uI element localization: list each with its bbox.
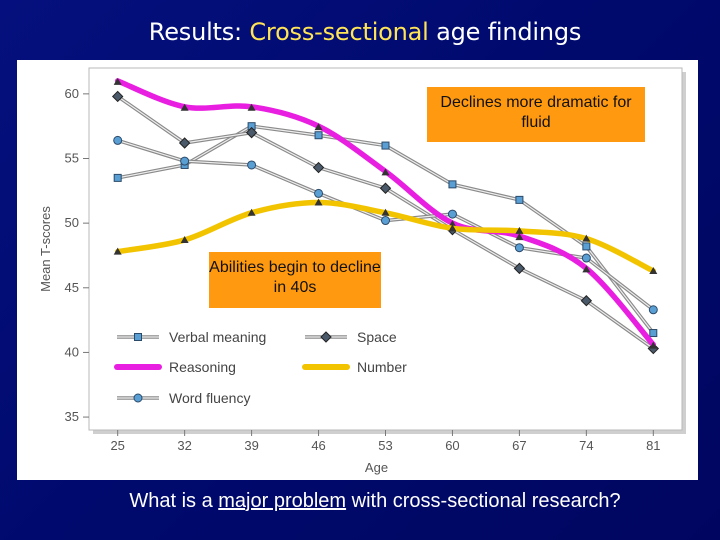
y-tick-label: 35 xyxy=(65,409,79,424)
chart-panel: 35 40 45 50 55 60 25 32 39 46 53 60 67 74 81 Age Mean T-… xyxy=(17,60,698,480)
data-point-reasoning xyxy=(582,265,591,273)
y-tick-label: 60 xyxy=(65,86,79,101)
data-point-word-fluency xyxy=(447,209,457,219)
data-point-verbal-meaning xyxy=(448,180,457,189)
data-point-number xyxy=(314,198,323,206)
y-tick-label: 45 xyxy=(65,280,79,295)
callout-fluid-decline: Declines more dramatic for fluid xyxy=(427,87,645,142)
data-point-word-fluency xyxy=(514,243,524,253)
x-tick-label: 60 xyxy=(445,438,459,453)
data-point-verbal-meaning xyxy=(515,195,524,204)
data-point-word-fluency xyxy=(180,156,190,166)
data-point-number xyxy=(448,224,457,232)
data-point-reasoning xyxy=(314,123,323,131)
x-tick-label: 74 xyxy=(579,438,593,453)
data-point-reasoning xyxy=(381,168,390,176)
data-point-verbal-meaning xyxy=(314,131,323,140)
slide-title: Results: Cross-sectional age findings xyxy=(0,18,720,46)
data-point-space xyxy=(312,161,325,174)
x-tick-label: 32 xyxy=(177,438,191,453)
data-point-number xyxy=(180,235,189,243)
title-prefix: Results: xyxy=(148,18,250,46)
data-point-number xyxy=(381,208,390,216)
question-prefix: What is a xyxy=(129,490,219,512)
data-point-space xyxy=(580,295,593,307)
data-point-reasoning xyxy=(515,233,524,241)
legend-marker-verbal-meaning xyxy=(134,333,142,341)
x-tick-label: 25 xyxy=(110,438,124,453)
x-tick-label: 39 xyxy=(244,438,258,453)
data-point-word-fluency xyxy=(247,160,257,170)
data-point-verbal-meaning xyxy=(381,141,390,150)
data-point-word-fluency xyxy=(113,135,123,145)
data-point-space xyxy=(379,182,392,194)
data-point-space xyxy=(513,262,526,275)
data-point-word-fluency xyxy=(648,305,658,315)
legend-label-space: Space xyxy=(357,329,397,345)
legend-marker-space xyxy=(320,331,332,343)
x-tick-label: 46 xyxy=(311,438,325,453)
data-point-number xyxy=(649,266,658,274)
data-point-verbal-meaning xyxy=(582,242,591,251)
legend-label-number: Number xyxy=(357,359,407,375)
y-tick-label: 55 xyxy=(65,151,79,166)
data-point-word-fluency xyxy=(581,253,591,263)
x-tick-label: 53 xyxy=(378,438,392,453)
x-tick-label: 67 xyxy=(512,438,526,453)
y-axis-label: Mean T-scores xyxy=(38,206,53,292)
data-point-reasoning xyxy=(180,103,189,111)
question-underlined: major problem xyxy=(218,490,347,512)
data-point-word-fluency xyxy=(381,216,390,226)
data-point-word-fluency xyxy=(314,188,324,198)
x-tick-label: 81 xyxy=(646,438,660,453)
question-suffix: with cross-sectional research? xyxy=(346,490,621,512)
data-point-number xyxy=(113,247,122,255)
data-point-number xyxy=(582,234,591,242)
data-point-space xyxy=(245,126,258,139)
data-point-reasoning xyxy=(247,103,256,111)
data-point-number xyxy=(247,208,256,216)
callout-decline-40s: Abilities begin to decline in 40s xyxy=(209,252,381,308)
title-suffix: age findings xyxy=(428,18,582,46)
x-axis-label: Age xyxy=(365,460,388,475)
data-point-number xyxy=(515,226,524,234)
data-point-verbal-meaning xyxy=(113,173,122,182)
legend-label-reasoning: Reasoning xyxy=(169,359,236,375)
legend-label-word-fluency: Word fluency xyxy=(169,390,250,406)
data-point-space xyxy=(111,90,124,103)
data-point-space xyxy=(178,137,191,149)
data-point-reasoning xyxy=(649,341,658,349)
title-highlight: Cross-sectional xyxy=(249,18,429,46)
legend-label-verbal-meaning: Verbal meaning xyxy=(169,329,266,345)
legend-marker-word-fluency xyxy=(133,393,143,403)
y-tick-label: 50 xyxy=(65,215,79,230)
data-point-reasoning xyxy=(113,77,122,85)
y-tick-label: 40 xyxy=(65,344,79,359)
data-point-verbal-meaning xyxy=(649,329,658,338)
discussion-question: What is a major problem with cross-secti… xyxy=(0,490,720,513)
